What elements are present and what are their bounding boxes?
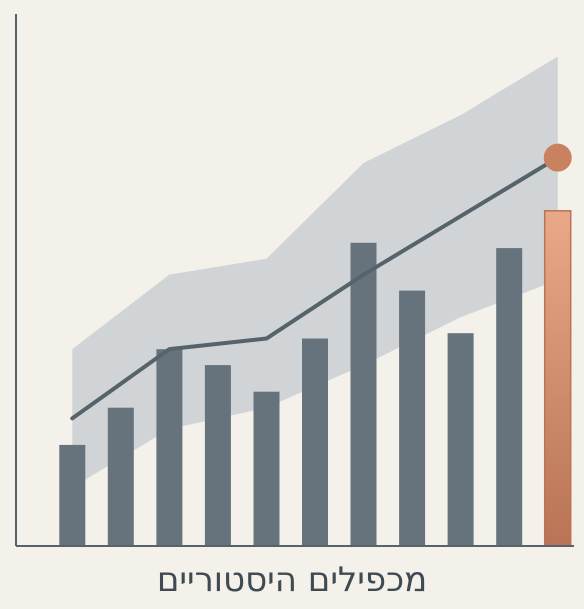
bar xyxy=(156,349,183,546)
bar xyxy=(253,391,280,546)
confidence-band xyxy=(72,56,558,488)
bar xyxy=(496,248,523,546)
trend-line-layer xyxy=(70,143,572,421)
confidence-band-layer xyxy=(72,56,558,488)
bar-highlighted xyxy=(543,210,572,547)
bar xyxy=(204,365,231,546)
bar xyxy=(59,444,86,546)
bar xyxy=(399,290,426,546)
bar xyxy=(447,333,474,546)
bar xyxy=(350,242,377,547)
bar xyxy=(107,407,134,546)
trend-line xyxy=(70,155,560,421)
chart-title: מכפילים היסטוריים xyxy=(156,560,428,600)
trend-endpoint xyxy=(543,143,572,172)
bars-layer xyxy=(59,210,572,547)
bar xyxy=(302,338,328,546)
axes xyxy=(15,14,574,547)
